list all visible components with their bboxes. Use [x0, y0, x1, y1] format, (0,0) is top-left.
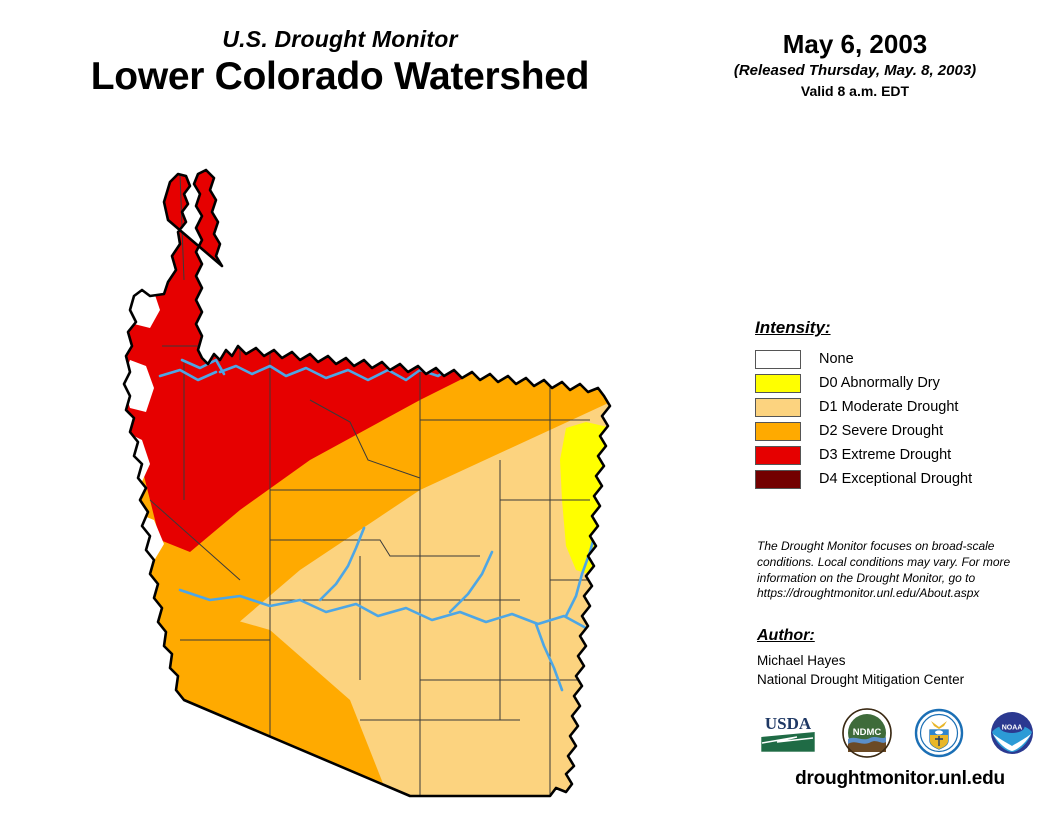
legend-item-d4[interactable]: D4 Exceptional Drought [755, 468, 1045, 491]
svg-text:USDA: USDA [765, 714, 812, 733]
author-affiliation: National Drought Mitigation Center [757, 671, 965, 687]
legend-heading: Intensity: [755, 318, 831, 337]
legend-label-d4: D4 Exceptional Drought [819, 471, 973, 488]
basin-outline [122, 168, 612, 798]
legend-label-d2: D2 Severe Drought [819, 423, 944, 440]
author-name: Michael Hayes [757, 653, 846, 668]
nws-seal-logo[interactable] [914, 708, 964, 763]
disclaimer-text: The Drought Monitor focuses on broad-sca… [757, 539, 1011, 601]
map-svg [122, 168, 612, 798]
legend-swatch-d3 [755, 446, 801, 465]
legend-swatch-none [755, 350, 801, 369]
legend-item-d2[interactable]: D2 Severe Drought [755, 420, 1045, 443]
author-panel: Author: Michael Hayes National Drought M… [757, 627, 1037, 689]
legend-label-none: None [819, 351, 854, 368]
legend-item-none[interactable]: None [755, 348, 1045, 371]
drought-monitor-supertitle: U.S. Drought Monitor [222, 26, 458, 52]
valid-time: Valid 8 a.m. EDT [800, 83, 910, 100]
date-group: May 6, 2003 (Released Thursday, May. 8, … [690, 30, 1020, 99]
release-date: (Released Thursday, May. 8, 2003) [733, 61, 977, 79]
drought-map[interactable] [120, 160, 660, 800]
ndmc-logo-text: NDMC [852, 727, 881, 738]
legend-swatch-d4 [755, 470, 801, 489]
usda-logo[interactable]: USDA [757, 709, 819, 761]
legend-item-d3[interactable]: D3 Extreme Drought [755, 444, 1045, 467]
county-boundaries [149, 173, 610, 796]
legend-swatch-d1 [755, 398, 801, 417]
map-date: May 6, 2003 [782, 29, 928, 59]
noaa-logo-text: NOAA [1002, 724, 1023, 731]
legend-label-d1: D1 Moderate Drought [819, 399, 959, 416]
legend-label-d0: D0 Abnormally Dry [819, 375, 940, 392]
logo-row: USDA NDMC [757, 707, 1037, 763]
legend-item-d1[interactable]: D1 Moderate Drought [755, 396, 1045, 419]
author-heading: Author: [757, 627, 815, 644]
legend: Intensity: None D0 Abnormally Dry D1 Mod… [755, 318, 1045, 492]
site-url[interactable]: droughtmonitor.unl.edu [795, 768, 1005, 789]
legend-label-d3: D3 Extreme Drought [819, 447, 952, 464]
title-group: U.S. Drought Monitor Lower Colorado Wate… [40, 28, 640, 97]
legend-item-d0[interactable]: D0 Abnormally Dry [755, 372, 1045, 395]
header: U.S. Drought Monitor Lower Colorado Wate… [0, 0, 1056, 130]
page-title: Lower Colorado Watershed [90, 55, 590, 98]
legend-swatch-d2 [755, 422, 801, 441]
legend-swatch-d0 [755, 374, 801, 393]
ndmc-logo[interactable]: NDMC [841, 707, 892, 763]
fill-d0-southeast [590, 588, 610, 612]
noaa-logo[interactable]: NOAA [987, 708, 1037, 763]
